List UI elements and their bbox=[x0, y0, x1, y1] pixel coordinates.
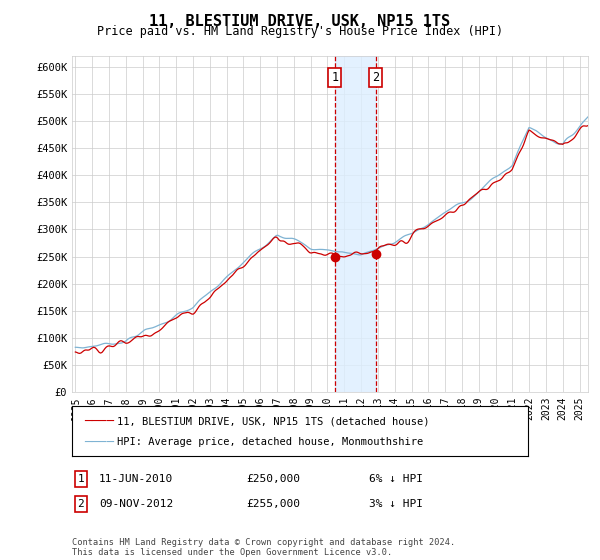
Text: 2: 2 bbox=[77, 499, 85, 509]
Text: 11-JUN-2010: 11-JUN-2010 bbox=[99, 474, 173, 484]
Text: Price paid vs. HM Land Registry's House Price Index (HPI): Price paid vs. HM Land Registry's House … bbox=[97, 25, 503, 38]
Text: 1: 1 bbox=[77, 474, 85, 484]
Text: 3% ↓ HPI: 3% ↓ HPI bbox=[369, 499, 423, 509]
Text: ────: ──── bbox=[84, 436, 114, 449]
Text: 11, BLESTIUM DRIVE, USK, NP15 1TS (detached house): 11, BLESTIUM DRIVE, USK, NP15 1TS (detac… bbox=[117, 416, 430, 426]
Text: HPI: Average price, detached house, Monmouthshire: HPI: Average price, detached house, Monm… bbox=[117, 437, 423, 447]
Text: Contains HM Land Registry data © Crown copyright and database right 2024.
This d: Contains HM Land Registry data © Crown c… bbox=[72, 538, 455, 557]
Text: 11, BLESTIUM DRIVE, USK, NP15 1TS: 11, BLESTIUM DRIVE, USK, NP15 1TS bbox=[149, 14, 451, 29]
Text: 6% ↓ HPI: 6% ↓ HPI bbox=[369, 474, 423, 484]
Text: 1: 1 bbox=[331, 71, 338, 85]
Text: 09-NOV-2012: 09-NOV-2012 bbox=[99, 499, 173, 509]
Text: £250,000: £250,000 bbox=[246, 474, 300, 484]
Text: £255,000: £255,000 bbox=[246, 499, 300, 509]
Text: ────: ──── bbox=[84, 414, 114, 428]
Bar bbox=[335, 56, 376, 392]
Text: 2: 2 bbox=[372, 71, 379, 85]
